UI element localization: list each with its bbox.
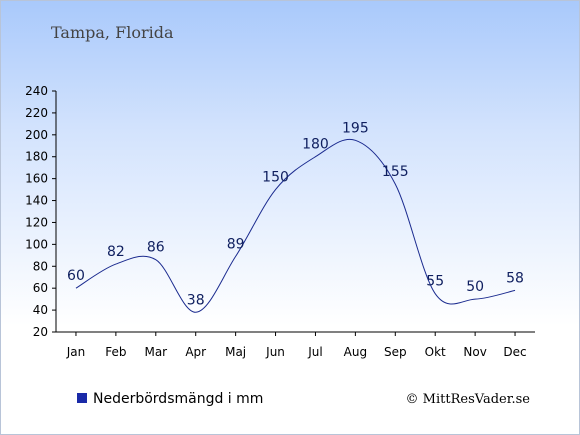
x-tick-label: Jun bbox=[265, 345, 285, 359]
y-axis-ticks: 20 40 60 80 100 120 140 160 180 200 220 240 bbox=[25, 84, 56, 339]
y-tick-label: 220 bbox=[25, 106, 48, 120]
legend-label: Nederbördsmängd i mm bbox=[93, 391, 263, 407]
data-label: 150 bbox=[262, 170, 289, 186]
data-label: 55 bbox=[426, 274, 444, 290]
data-label: 86 bbox=[147, 240, 165, 256]
series-line bbox=[75, 138, 516, 313]
y-tick-label: 100 bbox=[25, 237, 48, 251]
data-label: 180 bbox=[302, 137, 329, 153]
axes bbox=[55, 91, 535, 333]
y-tick-label: 40 bbox=[33, 303, 48, 317]
data-label: 60 bbox=[67, 268, 85, 284]
x-tick-label: Okt bbox=[425, 345, 446, 359]
y-tick-label: 120 bbox=[25, 215, 48, 229]
x-tick-label: Jul bbox=[307, 345, 322, 359]
data-label: 38 bbox=[187, 292, 205, 308]
y-tick-label: 20 bbox=[33, 325, 48, 339]
x-tick-label: Apr bbox=[185, 345, 206, 359]
x-tick-label: Mar bbox=[144, 345, 167, 359]
x-tick-label: Sep bbox=[384, 345, 407, 359]
x-tick-label: Dec bbox=[503, 345, 526, 359]
data-label: 82 bbox=[107, 244, 125, 260]
legend-swatch bbox=[77, 393, 87, 403]
data-label: 195 bbox=[342, 120, 369, 136]
data-label: 155 bbox=[382, 164, 409, 180]
x-tick-label: Feb bbox=[105, 345, 126, 359]
y-tick-label: 160 bbox=[25, 172, 48, 186]
data-label: 58 bbox=[506, 270, 524, 286]
y-tick-label: 240 bbox=[25, 84, 48, 98]
chart-title: Tampa, Florida bbox=[51, 23, 174, 42]
y-tick-label: 80 bbox=[33, 259, 48, 273]
y-tick-label: 180 bbox=[25, 150, 48, 164]
data-labels: 60 82 86 38 89 150 180 195 155 55 50 58 bbox=[67, 120, 524, 308]
x-tick-label: Aug bbox=[344, 345, 367, 359]
y-tick-label: 140 bbox=[25, 194, 48, 208]
site-credit: © MittResVader.se bbox=[406, 392, 531, 407]
x-axis-ticks: Jan Feb Mar Apr Maj Jun Jul Aug Sep Okt Nov Dec bbox=[66, 332, 527, 359]
y-tick-label: 200 bbox=[25, 128, 48, 142]
data-label: 50 bbox=[466, 279, 484, 295]
y-tick-label: 60 bbox=[33, 281, 48, 295]
x-tick-label: Nov bbox=[463, 345, 486, 359]
x-tick-label: Maj bbox=[225, 345, 246, 359]
x-tick-label: Jan bbox=[66, 345, 86, 359]
data-label: 89 bbox=[227, 236, 245, 252]
